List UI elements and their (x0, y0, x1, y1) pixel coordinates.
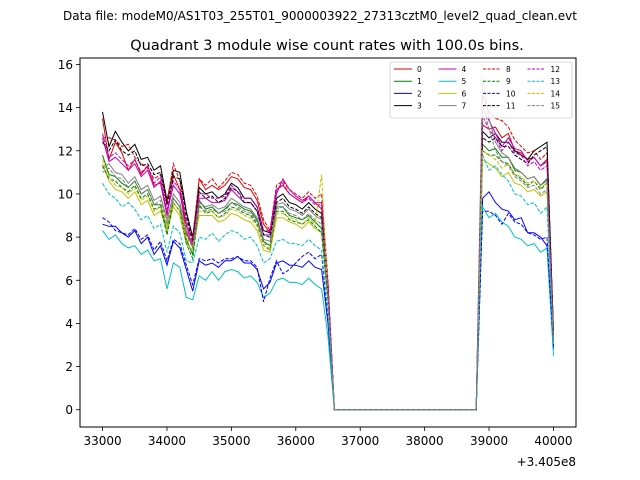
chart-title: Quadrant 3 module wise count rates with … (130, 38, 524, 54)
legend-label-6: 6 (462, 89, 467, 98)
y-tick-label: 16 (58, 58, 73, 72)
y-tick-label: 6 (65, 274, 73, 288)
series-line-15 (102, 103, 554, 411)
plot-area: 33000 34000 35000 36000 37000 38000 39000 40000… (58, 57, 577, 448)
legend-frame (389, 61, 573, 119)
series-layer (102, 77, 554, 411)
x-tick-label: 34000 (148, 434, 186, 448)
legend-label-2: 2 (417, 89, 422, 98)
x-tick-label: 33000 (83, 434, 121, 448)
series-line-13 (102, 154, 554, 411)
legend-label-14: 14 (551, 89, 561, 98)
axes-frame (79, 57, 577, 428)
x-tick-label: 37000 (341, 434, 379, 448)
y-tick-label: 12 (58, 144, 73, 158)
legend-label-9: 9 (506, 77, 511, 86)
legend-label-12: 12 (551, 65, 561, 74)
legend-label-13: 13 (551, 77, 561, 86)
y-tick-label: 4 (65, 317, 73, 331)
x-axis: 33000 34000 35000 36000 37000 38000 39000 40000 (83, 427, 573, 448)
legend-label-4: 4 (462, 65, 467, 74)
y-tick-label: 8 (65, 231, 73, 245)
y-tick-label: 10 (58, 187, 73, 201)
x-tick-label: 40000 (534, 434, 572, 448)
series-line-12 (102, 116, 554, 411)
x-tick-label: 36000 (277, 434, 315, 448)
legend-label-7: 7 (462, 102, 467, 111)
x-tick-label: 35000 (212, 434, 250, 448)
legend-label-3: 3 (417, 102, 422, 111)
y-axis: 0 2 4 6 8 10 12 14 16 (58, 58, 80, 417)
figure-suptitle: Data file: modeM0/AS1T03_255T01_90000039… (63, 9, 577, 23)
y-tick-label: 14 (58, 101, 73, 115)
x-tick-label: 39000 (470, 434, 508, 448)
legend-label-11: 11 (506, 102, 516, 111)
legend-label-8: 8 (506, 65, 511, 74)
y-tick-label: 2 (65, 360, 73, 374)
legend-label-1: 1 (417, 77, 422, 86)
x-tick-label: 38000 (406, 434, 444, 448)
legend-label-5: 5 (462, 77, 467, 86)
legend-label-10: 10 (506, 89, 516, 98)
y-tick-label: 0 (65, 403, 73, 417)
legend-label-0: 0 (417, 65, 422, 74)
legend-label-15: 15 (551, 102, 561, 111)
x-axis-offset-label: +3.405e8 (517, 455, 576, 469)
